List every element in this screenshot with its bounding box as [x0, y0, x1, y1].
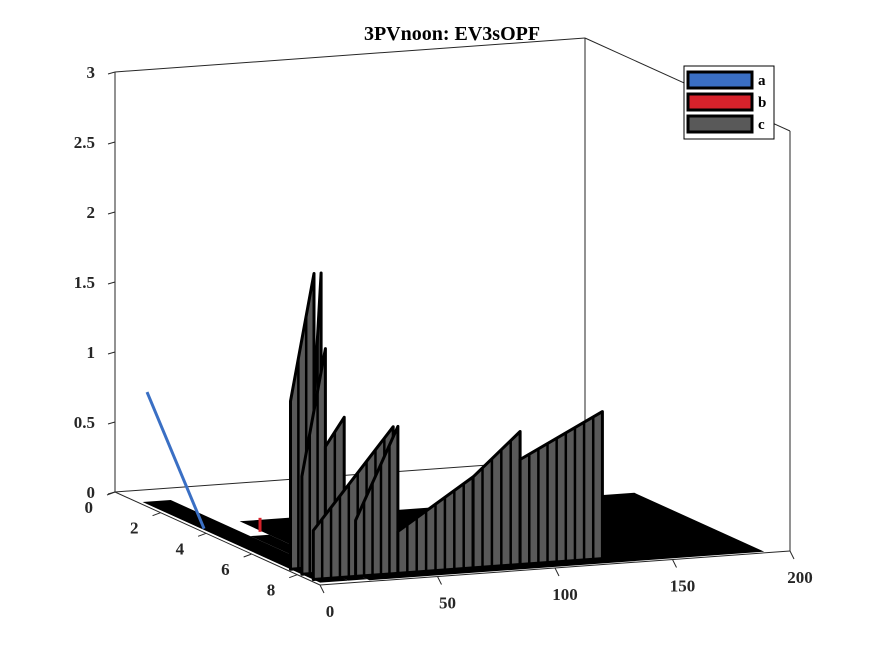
y-tick-mark: [243, 553, 252, 558]
axes-box: [114, 37, 791, 586]
x-tick-label: 0: [326, 602, 335, 621]
wall-c-7: [471, 430, 522, 570]
x-tick-label: 150: [670, 577, 696, 596]
x-tick-label: 50: [439, 594, 456, 613]
y-tick-label: 8: [267, 581, 276, 600]
z-tick-label: 0.5: [74, 413, 95, 432]
legend-label-c: c: [758, 117, 765, 133]
y-tick-label: 0: [85, 498, 94, 517]
z-tick-label: 3: [87, 63, 96, 82]
x-tick-mark: [319, 584, 325, 594]
z-tick-label: 2.5: [74, 133, 95, 152]
x-tick-mark: [672, 559, 677, 568]
z-tick-label: 0: [87, 483, 96, 502]
z-tick-label: 1: [87, 343, 96, 362]
y-tick-mark: [289, 574, 298, 579]
y-tick-mark: [106, 491, 116, 496]
back-top-edge: [114, 37, 586, 73]
legend-swatch-c: [686, 114, 754, 134]
legend-label-a: a: [758, 73, 766, 89]
z-tick-mark: [107, 281, 116, 285]
wall-c-5: [354, 424, 400, 578]
z-tick-mark: [107, 71, 116, 75]
legend-label-b: b: [758, 95, 766, 111]
y-tick-label: 2: [130, 519, 139, 538]
z-tick-mark: [107, 141, 116, 145]
y-tick-label: 6: [221, 560, 230, 579]
legend[interactable]: abc: [683, 65, 775, 140]
y-tick-label: 4: [176, 539, 185, 558]
y-tick-mark: [197, 532, 207, 537]
x-tick-mark: [554, 567, 560, 577]
x-tick-mark: [437, 576, 442, 585]
legend-swatch-b: [686, 92, 754, 112]
bar-a: [145, 391, 206, 530]
x-tick-label: 100: [552, 585, 578, 604]
z-tick-mark: [107, 421, 116, 425]
z-tick-label: 2: [87, 203, 96, 222]
ticks-layer: 0 0.5 1 1.5 2 2.5 3 0 2 4 6 8 0 50 100 150 200: [74, 63, 813, 621]
x-tick-label: 200: [787, 568, 813, 587]
z-tick-mark: [107, 351, 116, 355]
walls-layer: [145, 271, 604, 581]
z-tick-mark: [107, 211, 116, 215]
legend-swatch-a: [686, 70, 754, 90]
y-axis-line: [114, 491, 321, 586]
x-tick-mark: [789, 550, 795, 560]
chart-title: 3PVnoon: EV3sOPF: [364, 23, 540, 45]
z-tick-label: 1.5: [74, 273, 95, 292]
wall-c-8: [518, 410, 604, 566]
y-tick-mark: [152, 512, 161, 517]
